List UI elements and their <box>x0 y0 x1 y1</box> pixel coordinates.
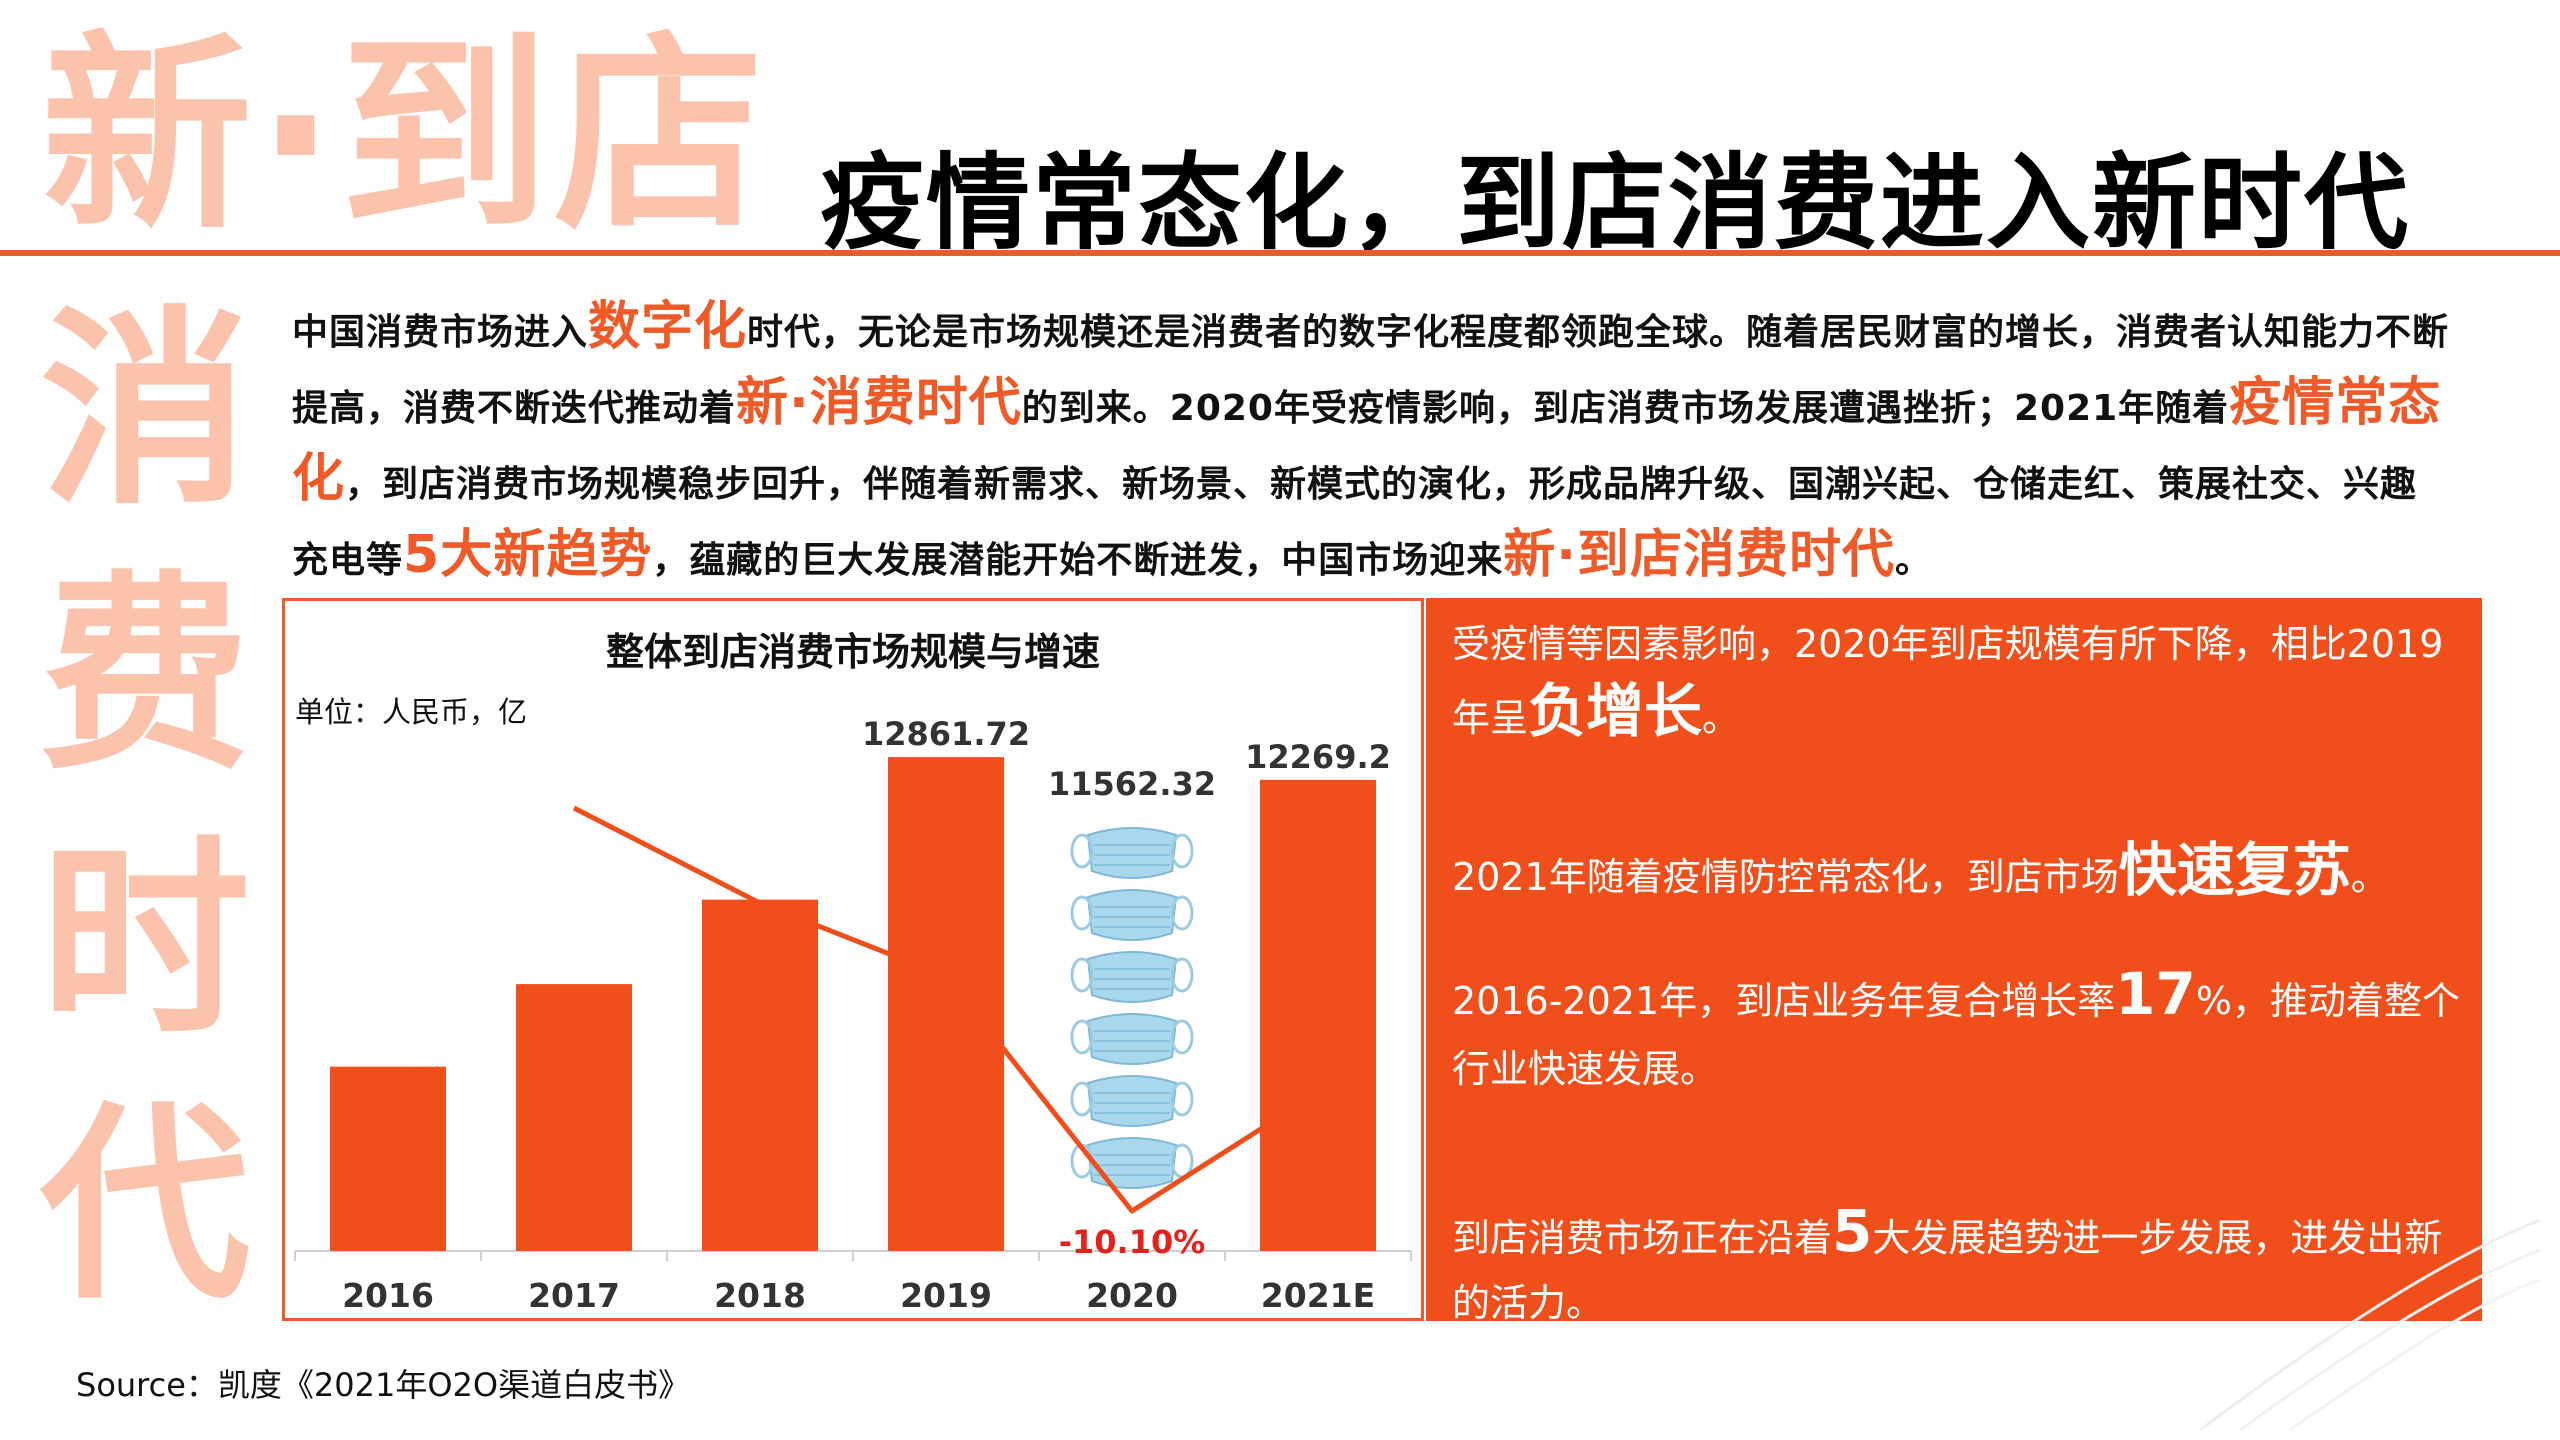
big-title: 新·到店 <box>42 13 768 258</box>
intro-highlight: 5大新趋势 <box>403 525 653 585</box>
chart-unit: 单位：人民币，亿 <box>295 695 528 729</box>
x-tick-label: 2019 <box>900 1276 992 1315</box>
intro-text: 中国消费市场进入 <box>292 312 589 353</box>
chart-title: 整体到店消费市场规模与增速 <box>605 630 1100 674</box>
summary-emphasis: 5 <box>1832 1197 1873 1265</box>
bar-line-chart: 2016 2017 2018 12861.72 2019 11562.32 2020 1226… <box>294 715 1412 1315</box>
summary-text: %，推动着整个行业快速发展。 <box>1452 979 2460 1091</box>
summary-line-3: 2016-2021年，到店业务年复合增长率17%，推动着整个行业快速发展。 <box>1452 950 2464 1099</box>
bar <box>516 984 632 1251</box>
decorative-curves <box>2200 1218 2540 1430</box>
bar <box>330 1066 446 1251</box>
vertical-char: 代 <box>39 1083 250 1328</box>
intro-highlight: 新·消费时代 <box>736 373 1022 433</box>
summary-text: 大发展趋势进一步发展，进发出新的活力。 <box>1452 1216 2443 1325</box>
vertical-title: 消 费 时 代 <box>30 278 260 1338</box>
growth-label: -10.10% <box>1059 1223 1206 1261</box>
summary-line-4: 到店消费市场正在沿着5大发展趋势进一步发展，进发出新的活力。 <box>1452 1188 2464 1332</box>
face-mask-icon <box>1070 827 1194 880</box>
summary-emphasis: 快速复苏 <box>2118 836 2351 904</box>
x-tick-label: 2021E <box>1261 1276 1375 1315</box>
summary-text: 2021年随着疫情防控常态化，到店市场 <box>1452 855 2119 899</box>
chart-panel: 2016 2017 2018 12861.72 2019 11562.32 2020 1226… <box>282 598 1424 1321</box>
summary-text: 到店消费市场正在沿着 <box>1452 1216 1833 1260</box>
x-tick-label: 2016 <box>342 1276 434 1315</box>
face-mask-icon-stack <box>1070 827 1194 1190</box>
summary-line-2: 2021年随着疫情防控常态化，到店市场快速复苏。 <box>1452 830 2464 911</box>
face-mask-icon <box>1070 1075 1194 1128</box>
summary-text: 受疫情等因素影响，2020年到店规模有所下降，相比2019年呈 <box>1452 622 2444 741</box>
face-mask-icon <box>1070 889 1194 942</box>
summary-text: 。 <box>2350 855 2389 899</box>
title-divider <box>0 250 2560 256</box>
summary-text: 。 <box>1702 696 1741 741</box>
vertical-char: 消 <box>39 288 250 533</box>
intro-text: 。 <box>1894 540 1932 581</box>
summary-text: 2016-2021年，到店业务年复合增长率 <box>1452 979 2116 1023</box>
face-mask-icon <box>1070 951 1194 1004</box>
face-mask-icon <box>1070 1013 1194 1066</box>
bar <box>888 757 1004 1251</box>
intro-text: 时代，无论是市场规模还是消费者的数字化程度都领跑全球。随着居民财富的增长，消费者… <box>292 312 2450 429</box>
summary-panel: 受疫情等因素影响，2020年到店规模有所下降，相比2019年呈负增长。 2021… <box>1426 598 2482 1325</box>
intro-highlight: 数字化 <box>588 297 748 357</box>
bar-value-label: 12861.72 <box>862 715 1030 753</box>
intro-paragraph: 中国消费市场进入数字化时代，无论是市场规模还是消费者的数字化程度都领跑全球。随着… <box>292 292 2452 596</box>
summary-emphasis: 17 <box>2115 960 2196 1028</box>
face-mask-icon <box>1070 1137 1194 1190</box>
vertical-char: 费 <box>39 553 250 798</box>
x-tick-label: 2017 <box>528 1276 620 1315</box>
bar-value-label: 11562.32 <box>1048 765 1216 803</box>
source-note: Source：凯度《2021年O2O渠道白皮书》 <box>76 1366 691 1404</box>
growth-line <box>572 805 1320 1214</box>
x-tick-label: 2020 <box>1086 1276 1178 1315</box>
intro-highlight: 新·到店消费时代 <box>1503 525 1895 585</box>
intro-text: 的到来。2020年受疫情影响，到店消费市场发展遭遇挫折；2021年随着 <box>1021 388 2230 429</box>
vertical-char: 时 <box>39 818 250 1063</box>
summary-emphasis: 负增长 <box>1528 677 1703 746</box>
intro-text: ，到店消费市场规模稳步回升，伴随着新需求、新场景、新模式的演化，形成品牌升级、国… <box>292 464 2418 581</box>
bar <box>702 899 818 1251</box>
x-tick-label: 2018 <box>714 1276 806 1315</box>
intro-highlight: 疫情常态化 <box>292 373 2442 509</box>
bar-value-label: 12269.2 <box>1245 738 1391 776</box>
bar <box>1260 779 1376 1251</box>
intro-text: ，蕴藏的巨大发展潜能开始不断迸发，中国市场迎来 <box>652 540 1504 581</box>
summary-line-1: 受疫情等因素影响，2020年到店规模有所下降，相比2019年呈负增长。 <box>1452 618 2464 752</box>
headline: 疫情常态化，到店消费进入新时代 <box>820 142 2411 264</box>
